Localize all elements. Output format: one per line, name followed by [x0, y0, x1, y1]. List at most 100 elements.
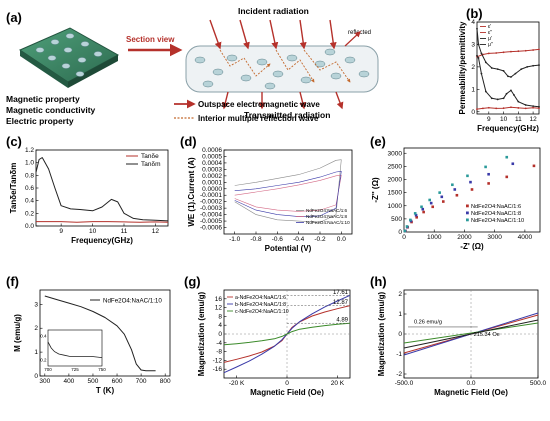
x-axis-label: Frequency(GHz) — [71, 236, 133, 245]
data-point — [490, 67, 493, 69]
y-tick-label: 12 — [215, 305, 223, 312]
legend: NdFe2O4:NaAC/1:6NdFe2O4:NaAC/1:8NdFe2O4:… — [466, 204, 524, 224]
chart-c: 9 10 11 12 0.0 0.2 0.4 0.6 0.8 1.0 1.2 Frequency(GH… — [9, 147, 169, 245]
inset-plot: 700 725 750 0.2 0.4 — [40, 329, 106, 372]
legend-entry: NdFe2O4:NaAC/1:8 — [306, 214, 348, 219]
y-tick-label: 1 — [471, 86, 475, 93]
legend-entry: c-NdFe2O4:NaAC/1:10 — [235, 309, 289, 315]
x-tick-label: 0 — [402, 234, 406, 241]
data-point — [517, 50, 520, 53]
y-tick-label: 0.0004 — [202, 160, 222, 167]
legend-entry: Tanδm — [141, 161, 161, 168]
data-point — [420, 205, 423, 209]
data-point — [505, 92, 508, 95]
series-line — [476, 48, 540, 58]
y-tick-label: -0.0005 — [200, 218, 222, 225]
y-tick-label: 0 — [218, 331, 222, 338]
y-tick-label: 2 — [471, 64, 475, 71]
data-point — [532, 105, 534, 108]
data-point — [480, 52, 483, 55]
data-point — [431, 205, 435, 209]
series-line — [35, 157, 169, 222]
x-tick-label: -500.0 — [395, 380, 414, 387]
x-tick-label: -20 K — [229, 380, 245, 387]
y-tick-label: -0.0006 — [200, 225, 222, 232]
data-point — [487, 182, 490, 185]
chart-f: 300 400 500 600 700 800 0 1 2 3 T (K) M (emu/g) NdFe… — [13, 289, 171, 395]
plot-frame — [39, 289, 171, 377]
data-point — [532, 64, 534, 67]
legend: ε'ε''μ'μ'' — [480, 24, 493, 48]
y-tick-label: 0.6 — [25, 185, 34, 192]
legend: NdFe2O4:NaAC/1:6NdFe2O4:NaAC/1:8NdFe2O4:… — [296, 208, 350, 225]
x-tick-label: 500.0 — [530, 380, 547, 387]
panel-label-g: (g) — [184, 274, 201, 289]
panel-label-a: (a) — [6, 10, 22, 25]
data-point — [510, 89, 512, 92]
data-point — [507, 75, 509, 78]
incident-arrows — [209, 19, 337, 50]
data-point — [482, 107, 484, 110]
annotation-remanence: 0.26 emu/g — [414, 319, 442, 325]
data-point — [502, 51, 505, 54]
series-line — [36, 221, 169, 223]
data-point — [470, 188, 474, 191]
x-tick-label: -0.6 — [272, 236, 284, 243]
plot-frame — [223, 149, 353, 235]
y-axis-label: Permeability/permittivity — [458, 21, 467, 114]
legend-entry: NdFe2O4:NaAC/1:10 — [103, 298, 162, 305]
y-tick-label: 2 — [398, 291, 402, 298]
y-tick-label: 2000 — [388, 177, 403, 184]
data-point — [532, 49, 534, 51]
legend-entry: NdFe2O4:NaAC/1:8 — [471, 211, 521, 217]
chart-b: 9 10 11 1201234Frequency(GHz)Permeability/p… — [458, 19, 540, 133]
y-tick-label: -0.0003 — [200, 205, 222, 212]
series-line — [44, 295, 156, 372]
data-point — [484, 61, 487, 64]
data-point — [455, 193, 459, 197]
data-point — [495, 107, 498, 110]
x-axis-label: -Z' (Ω) — [460, 242, 484, 251]
y-tick-label: 0 — [34, 373, 38, 380]
x-tick-label: 4000 — [518, 234, 533, 241]
series-line — [476, 28, 540, 78]
y-tick-label: 0.0 — [25, 223, 34, 230]
data-point — [520, 68, 523, 71]
data-point — [505, 155, 509, 159]
y-tick-label: 0.0001 — [202, 179, 222, 186]
x-tick-label: 12 — [152, 228, 160, 235]
legend-outspace-label: Outspace electromagnetic wave — [198, 100, 320, 109]
y-tick-label: 16 — [215, 296, 223, 303]
x-tick-label: 400 — [63, 378, 74, 385]
panel-label-c: (c) — [6, 134, 22, 149]
series-line — [223, 322, 351, 346]
inset-x-tick-label: 750 — [98, 367, 106, 372]
panel-label-e: (e) — [370, 134, 386, 149]
data-point — [495, 52, 498, 54]
data-point — [538, 107, 540, 110]
data-point — [510, 76, 512, 78]
x-axis-label: Potential (V) — [265, 244, 312, 253]
x-tick-label: 9 — [487, 116, 491, 123]
data-point — [510, 50, 512, 53]
plot-frame — [403, 147, 541, 233]
legend-entry: NdFe2O4:NaAC/1:6 — [471, 204, 521, 210]
data-point — [496, 98, 499, 101]
y-tick-label: 1 — [398, 311, 402, 318]
y-tick-label: 0.0002 — [202, 173, 222, 180]
x-tick-label: -0.4 — [293, 236, 305, 243]
data-point — [466, 174, 469, 178]
data-point — [422, 210, 425, 214]
x-tick-label: -0.2 — [314, 236, 326, 243]
data-point — [477, 57, 480, 59]
y-tick-label: 0.0003 — [202, 166, 222, 173]
legend: a-NdFe2O4:NaAC/1:6b-NdFe2O4:NaAC/1:8c-Nd… — [227, 295, 289, 315]
y-axis-label: Magnetization (emu/g) — [377, 291, 386, 376]
x-tick-label: 3000 — [487, 234, 502, 241]
data-point — [484, 90, 487, 93]
inset-x-tick-label: 725 — [71, 367, 79, 372]
y-tick-label: 0.0006 — [202, 147, 222, 154]
chart-d: -1.0 -0.8 -0.6 -0.4 -0.2 0.0-0.0006-0.0005-0.… — [187, 147, 353, 253]
x-tick-label: 12 — [529, 116, 537, 123]
